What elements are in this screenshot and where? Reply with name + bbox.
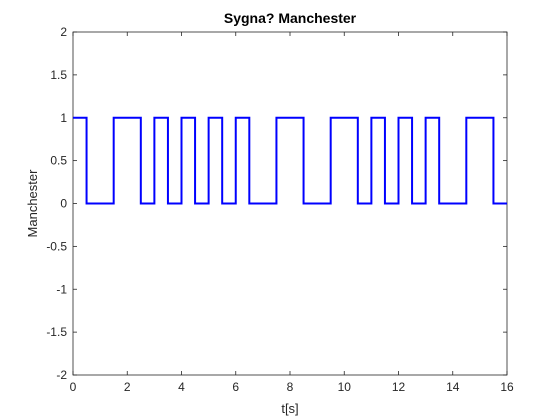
x-tick-label: 12	[392, 380, 406, 394]
x-tick-label: 8	[287, 380, 294, 394]
chart-title: Sygna? Manchester	[224, 10, 357, 26]
y-tick-label: -1.5	[46, 325, 67, 339]
y-tick-label: 2	[60, 25, 67, 39]
x-tick-label: 4	[178, 380, 185, 394]
x-tick-label: 14	[446, 380, 460, 394]
x-tick-label: 16	[500, 380, 514, 394]
y-tick-label: -0.5	[46, 239, 67, 253]
x-tick-label: 2	[124, 380, 131, 394]
x-tick-label: 6	[232, 380, 239, 394]
x-axis-ticks: 0 2 4 6 8 10 12 14 16	[70, 32, 514, 394]
y-tick-label: 1	[60, 111, 67, 125]
series-layer	[73, 116, 507, 205]
y-tick-label: -2	[56, 368, 67, 382]
series-line-0	[73, 116, 507, 205]
x-axis-title: t[s]	[281, 401, 298, 416]
y-tick-label: -1	[56, 282, 67, 296]
x-tick-label: 10	[338, 380, 352, 394]
y-axis-title: Manchester	[25, 169, 40, 238]
y-tick-label: 1.5	[50, 68, 67, 82]
y-tick-label: 0.5	[50, 154, 67, 168]
x-tick-label: 0	[70, 380, 77, 394]
y-tick-label: 0	[60, 197, 67, 211]
